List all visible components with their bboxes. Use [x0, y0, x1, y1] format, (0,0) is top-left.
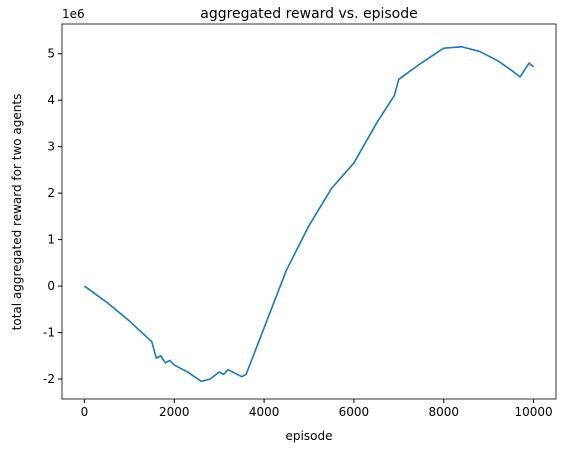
x-axis-label: episode — [286, 429, 333, 443]
x-tick-label: 10000 — [514, 405, 552, 419]
y-tick-label: 1 — [47, 233, 55, 247]
chart-title: aggregated reward vs. episode — [200, 6, 418, 22]
x-tick-label: 0 — [81, 405, 89, 419]
y-tick-label: -1 — [43, 326, 55, 340]
y-tick-label: -2 — [43, 372, 55, 386]
x-tick-label: 6000 — [339, 405, 370, 419]
plot-frame — [61, 23, 557, 400]
line-series — [83, 45, 535, 383]
y-tick-label: 0 — [47, 279, 55, 293]
y-tick-label: 3 — [47, 140, 55, 154]
x-tick-label: 8000 — [428, 405, 459, 419]
y-tick-label: 2 — [47, 186, 55, 200]
y-tick-label: 4 — [47, 93, 55, 107]
x-tick-label: 4000 — [249, 405, 280, 419]
x-tick-label: 2000 — [159, 405, 190, 419]
y-axis-label: total aggregated reward for two agents — [10, 94, 24, 331]
y-offset-label: 1e6 — [62, 7, 85, 21]
y-tick-label: 5 — [47, 47, 55, 61]
